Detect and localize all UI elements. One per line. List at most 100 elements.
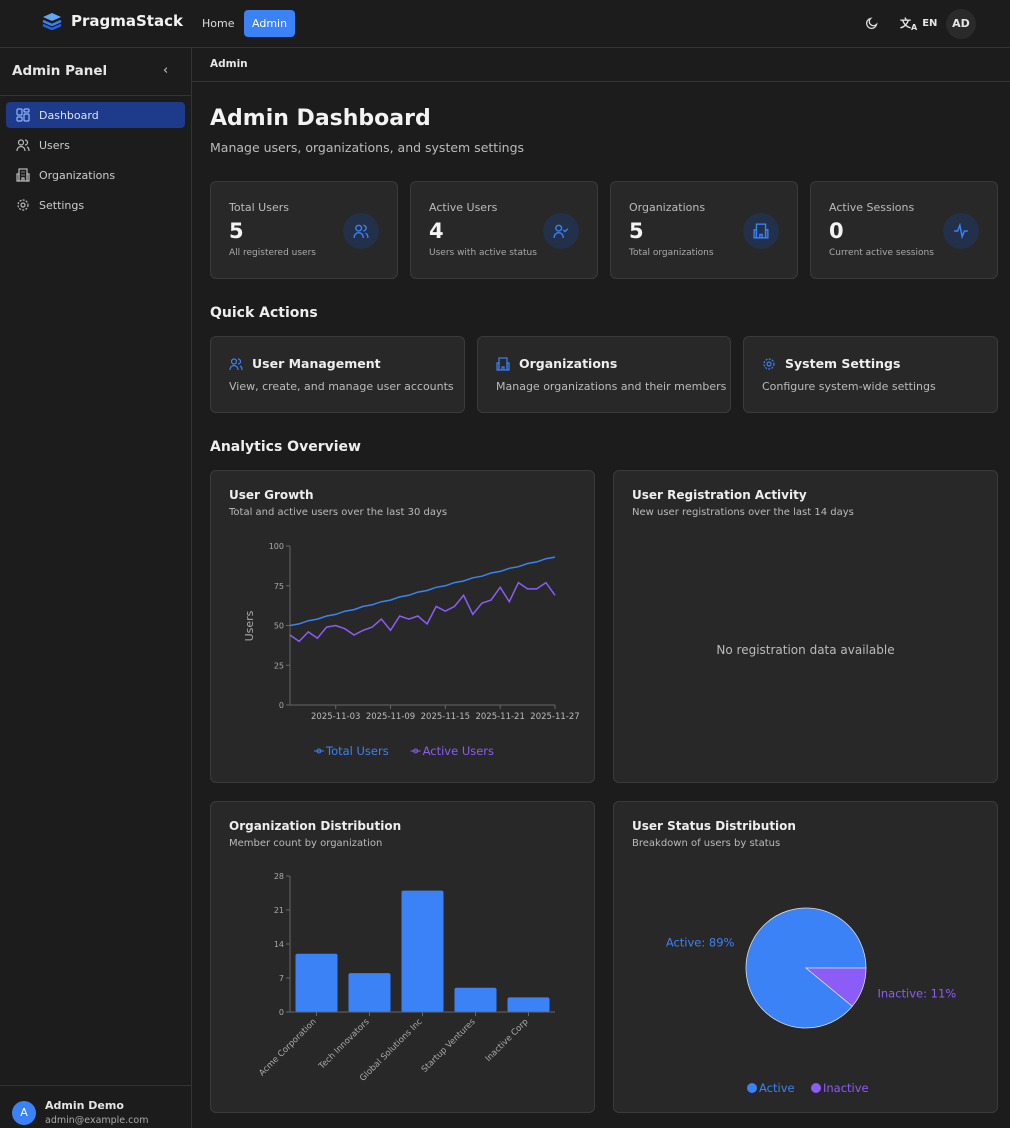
stat-label: Total Users (229, 201, 289, 214)
nav-admin[interactable]: Admin (244, 10, 296, 37)
x-tick-label: 2025-11-15 (421, 712, 470, 722)
breadcrumb: Admin (192, 48, 1010, 82)
legend-marker (747, 1083, 757, 1093)
series-line-active-users (289, 581, 556, 643)
x-tick-label: 2025-11-03 (311, 712, 360, 722)
sidebar: Admin Panel ‹ Dashboard Users Organizati… (0, 48, 192, 1128)
user-growth-card: User Growth Total and active users over … (210, 470, 595, 783)
stat-card-total-users: Total Users 5 All registered users (210, 181, 398, 279)
legend-label: Inactive (823, 1081, 869, 1095)
page-title: Admin Dashboard (210, 106, 431, 131)
legend-label: Total Users (325, 744, 389, 758)
brand-logo[interactable]: PragmaStack (42, 12, 183, 30)
x-tick-label: Startup Ventures (420, 1017, 478, 1075)
y-tick-label: 7 (279, 974, 284, 983)
quick-action-title: Organizations (519, 356, 618, 371)
legend-marker (811, 1083, 821, 1093)
activity-icon (943, 213, 979, 249)
y-tick-label: 21 (274, 906, 284, 915)
y-tick-label: 0 (279, 701, 284, 710)
stat-sub: Total organizations (629, 248, 714, 258)
y-axis-label: Users (243, 610, 256, 641)
y-tick-label: 100 (269, 542, 284, 551)
stat-card-active-sessions: Active Sessions 0 Current active sessions (810, 181, 998, 279)
translate-icon: 文A (900, 17, 918, 33)
breadcrumb-item[interactable]: Admin (210, 58, 248, 70)
sidebar-item-settings[interactable]: Settings (6, 192, 185, 218)
users-icon (343, 213, 379, 249)
nav-home[interactable]: Home (202, 17, 235, 30)
user-avatar: A (12, 1101, 36, 1125)
collapse-chevron-icon[interactable]: ‹ (163, 63, 169, 78)
legend-label: Active Users (423, 744, 494, 758)
gear-icon (763, 357, 775, 370)
gear-icon (17, 199, 29, 211)
analytics-heading: Analytics Overview (210, 439, 361, 455)
sidebar-item-dashboard[interactable]: Dashboard (6, 102, 185, 128)
pie-slice-inactive (804, 967, 867, 1007)
stat-sub: Current active sessions (829, 248, 934, 258)
legend-label: Active (759, 1081, 795, 1095)
series-line-total-users (289, 556, 556, 627)
sidebar-title: Admin Panel (12, 63, 108, 79)
y-tick-label: 75 (274, 582, 284, 591)
users-icon (229, 357, 243, 370)
registration-activity-card: User Registration Activity New user regi… (613, 470, 998, 783)
stat-sub: Users with active status (429, 248, 537, 258)
stat-value: 0 (829, 219, 844, 243)
quick-action-desc: Manage organizations and their members (496, 380, 727, 393)
building-icon (16, 168, 30, 182)
y-tick-label: 50 (274, 622, 284, 631)
bar-tech-innovators (348, 973, 391, 1012)
x-tick-label: Tech Innovators (317, 1017, 372, 1072)
user-status-card: User Status Distribution Breakdown of us… (613, 801, 998, 1113)
y-tick-label: 0 (279, 1008, 284, 1017)
user-growth-chart: 0 25 50 75 100 2025-11-03 2025-11-09 2025-11-15… (243, 542, 580, 758)
org-distribution-card: Organization Distribution Member count b… (210, 801, 595, 1113)
legend-item: Total Users (314, 744, 389, 758)
y-tick-label: 28 (274, 872, 284, 881)
language-switcher[interactable]: 文A EN (900, 15, 937, 32)
quick-actions-heading: Quick Actions (210, 305, 318, 321)
legend-item: Active Users (410, 744, 494, 758)
building-icon (743, 213, 779, 249)
stat-sub: All registered users (229, 248, 316, 258)
y-tick-label: 25 (274, 661, 284, 670)
stat-value: 5 (229, 219, 244, 243)
quick-action-title: System Settings (785, 356, 901, 371)
quick-action-desc: Configure system-wide settings (762, 380, 936, 393)
user-avatar[interactable]: AD (946, 9, 976, 39)
user-status-chart: Active: 89% Inactive: 11% Active Inactive (666, 907, 956, 1095)
quick-action-organizations[interactable]: Organizations Manage organizations and t… (477, 336, 731, 413)
bar-inactive-corp (507, 997, 550, 1012)
top-bar: PragmaStack Home Admin 文A EN AD (0, 0, 1010, 48)
sidebar-item-users[interactable]: Users (6, 132, 185, 158)
chart-subtitle: New user registrations over the last 14 … (632, 507, 854, 518)
chart-title: User Registration Activity (632, 488, 807, 502)
quick-action-title: User Management (252, 356, 381, 371)
quick-action-user-management[interactable]: User Management View, create, and manage… (210, 336, 465, 413)
bar-startup-ventures (454, 987, 497, 1012)
sidebar-header: Admin Panel ‹ (0, 48, 191, 96)
stat-label: Organizations (629, 201, 706, 214)
language-code: EN (922, 18, 938, 30)
stack-logo-icon (42, 13, 62, 30)
sidebar-user[interactable]: A Admin Demo admin@example.com (0, 1085, 191, 1128)
dashboard-icon (16, 108, 30, 122)
stat-value: 4 (429, 219, 444, 243)
chart-title: Organization Distribution (229, 819, 402, 833)
legend-marker-dot (316, 748, 322, 754)
stat-label: Active Users (429, 201, 498, 214)
sidebar-item-organizations[interactable]: Organizations (6, 162, 185, 188)
x-tick-label: Acme Corporation (257, 1017, 318, 1078)
user-name: Admin Demo (45, 1099, 124, 1112)
x-tick-label: 2025-11-09 (366, 712, 415, 722)
stat-card-organizations: Organizations 5 Total organizations (610, 181, 798, 279)
pie-label: Active: 89% (666, 935, 735, 949)
sidebar-item-label: Organizations (39, 168, 116, 182)
stat-value: 5 (629, 219, 644, 243)
users-icon (16, 139, 30, 152)
quick-action-system-settings[interactable]: System Settings Configure system-wide se… (743, 336, 998, 413)
theme-toggle-moon-icon[interactable] (865, 16, 879, 30)
